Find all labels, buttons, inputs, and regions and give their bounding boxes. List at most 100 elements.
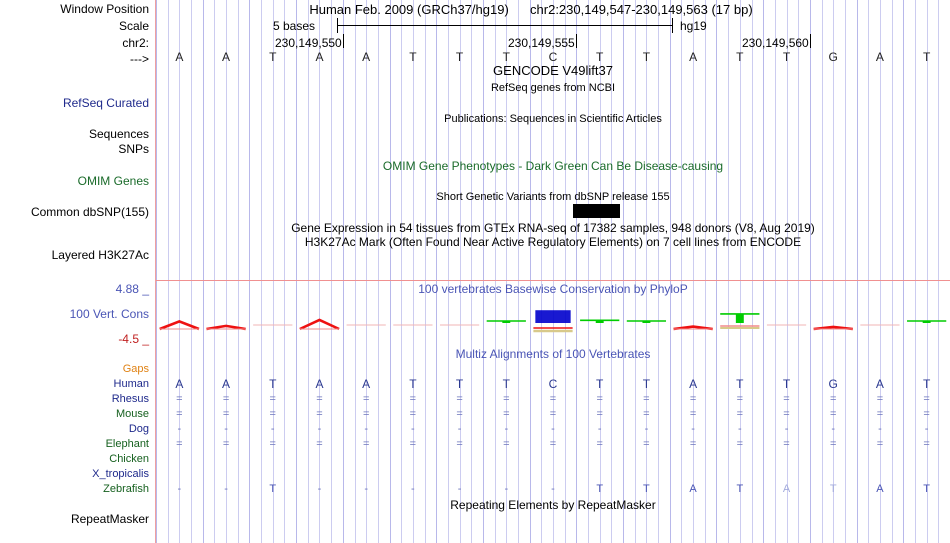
base-cell: - [317,423,322,435]
cons-bar [922,321,931,323]
alignment-row-chicken [156,452,950,466]
label-window-position: Window Position [60,2,149,16]
cons-bar [535,310,571,323]
base-cell: = [362,438,370,450]
base-cell: = [362,393,370,405]
base-cell: = [783,408,790,420]
base-cell: - [784,423,789,435]
base-cell: A [222,50,231,64]
label-sequences[interactable]: Sequences [88,127,149,141]
base-cell: - [177,483,182,495]
base-cell: - [551,483,555,495]
track-title-gencode: GENCODE V49lift37 [493,63,613,78]
track-title-h3k27ac: H3K27Ac Mark (Often Found Near Active Re… [304,235,802,249]
base-cell: C [548,50,558,64]
base-cell: T [922,377,931,391]
label-omim-genes[interactable]: OMIM Genes [77,174,149,188]
base-cell: T [782,50,791,64]
base-cell: - [878,423,882,435]
base-cell: - [224,423,228,435]
label-species-x-tropicalis[interactable]: X_tropicalis [92,468,149,480]
label-snps[interactable]: SNPs [118,142,149,156]
base-cell: A [222,377,231,391]
base-cell: T [455,50,464,64]
alignment-row-dog: ----------------- [156,422,950,436]
label-species-dog[interactable]: Dog [128,423,149,435]
base-cell: = [503,393,510,405]
base-cell: = [549,438,557,450]
cons-bar [159,319,200,331]
base-cell: A [362,377,371,391]
base-cell: = [830,438,837,450]
base-cell: A [315,377,324,391]
cons-bar [595,320,604,323]
base-cell: G [828,377,838,391]
base-cell: = [783,393,790,405]
base-cell: = [596,393,603,405]
base-cell: = [923,408,930,420]
track-title-repeatmasker: Repeating Elements by RepeatMasker [450,498,656,512]
base-cell: - [504,483,509,495]
label-common-dbsnp[interactable]: Common dbSNP(155) [30,205,149,219]
base-cell: = [923,393,930,405]
base-cell: = [830,408,837,420]
base-cell: = [456,393,463,405]
label-gaps[interactable]: Gaps [122,363,149,375]
base-cell: - [270,423,275,435]
base-cell: A [782,483,791,495]
base-cell: = [176,438,183,450]
base-cell: = [643,438,650,450]
base-cell: - [551,423,555,435]
label-repeatmasker[interactable]: RepeatMasker [70,512,149,526]
base-cell: A [175,377,184,391]
base-cell: = [876,408,884,420]
label-species-human[interactable]: Human [113,378,149,390]
label-species-zebrafish[interactable]: Zebrafish [103,483,149,495]
assembly-db-label: hg19 [680,19,707,33]
position-text: chr2:230,149,547-230,149,563 (17 bp) [530,2,753,17]
label-species-elephant[interactable]: Elephant [105,438,149,450]
assembly-name: Human Feb. 2009 (GRCh37/hg19) [309,2,509,17]
base-cell: - [364,423,368,435]
label-cons-track[interactable]: 100 Vert. Cons [69,307,149,321]
ruler-tick-label: 230,149,555 [508,36,575,50]
base-cell: T [409,377,417,391]
label-species-chicken[interactable]: Chicken [109,453,149,465]
base-cell: A [175,50,184,64]
base-cell: T [269,483,277,495]
label-refseq-curated[interactable]: RefSeq Curated [62,96,149,110]
base-cell: T [455,377,464,391]
label-species-rhesus[interactable]: Rhesus [111,393,149,405]
base-cell: - [457,423,462,435]
track-title-dbsnp: Short Genetic Variants from dbSNP releas… [436,191,670,203]
base-cell: A [875,50,884,64]
base-cell: = [269,393,276,405]
base-cell: G [828,50,838,64]
label-scale: Scale [118,19,149,33]
phylop-conservation-plot[interactable] [156,296,950,342]
base-cell: T [829,483,837,495]
label-cons-min: -4.5 _ [118,332,149,346]
label-species-mouse[interactable]: Mouse [115,408,149,420]
label-cons-max: 4.88 _ [115,282,149,296]
base-cell: = [736,408,744,420]
base-cell: - [924,423,929,435]
alignment-row-rhesus: = = = = = = = = = = = = = = = = = [156,392,950,406]
base-cell: = [689,408,697,420]
base-cell: T [596,50,604,64]
scale-bar-right-cap [672,18,673,33]
track-title-refseq-ncbi: RefSeq genes from NCBI [490,82,616,94]
cons-bar [735,313,744,323]
base-cell: = [503,438,510,450]
base-cell: = [643,408,650,420]
base-cell: A [315,50,324,64]
base-cell: A [689,377,698,391]
label-layered-h3k27ac[interactable]: Layered H3K27Ac [51,248,149,262]
dbsnp-variant-block[interactable] [573,204,620,218]
ruler-tick-mark [343,34,344,48]
base-cell: = [222,393,230,405]
base-cell: T [736,50,744,64]
